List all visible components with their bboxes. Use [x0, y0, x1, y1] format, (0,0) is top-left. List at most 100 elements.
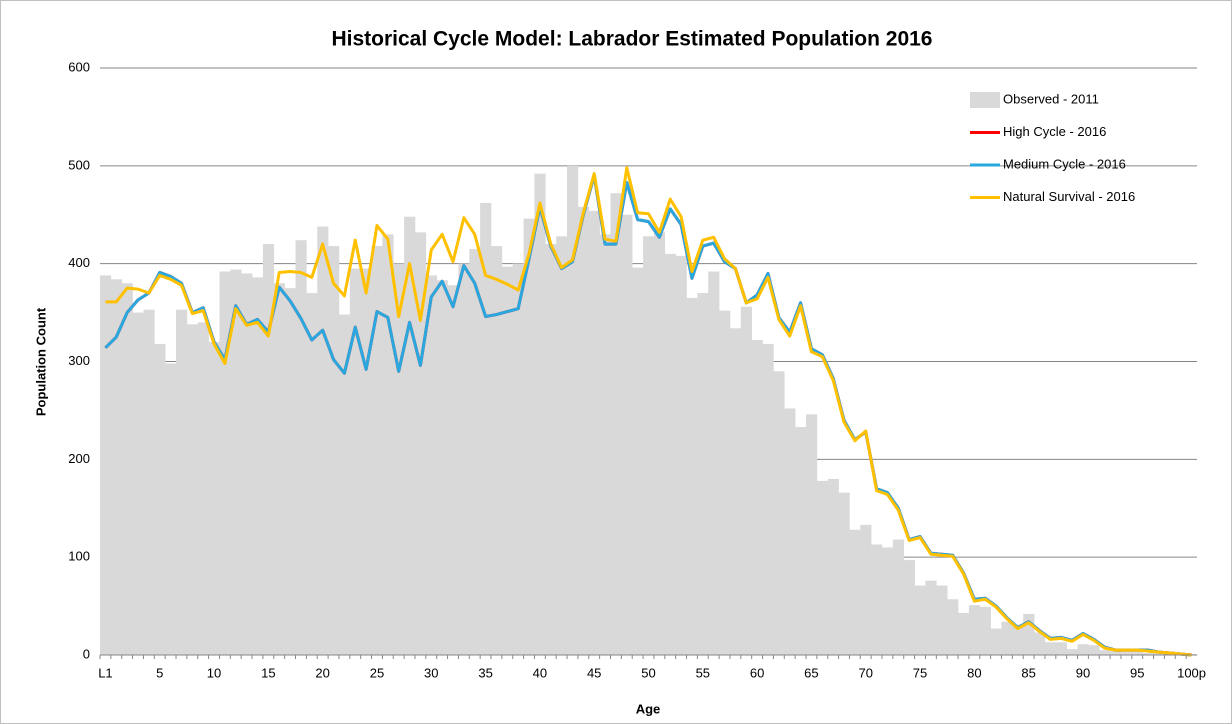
bar	[588, 210, 600, 655]
bar	[414, 232, 427, 656]
bar	[740, 306, 752, 655]
bar	[143, 309, 155, 655]
x-tick-label: 90	[1076, 665, 1090, 680]
x-tick-label: 80	[967, 665, 981, 680]
bar	[469, 248, 481, 655]
bar	[968, 605, 981, 655]
bar	[762, 343, 774, 655]
y-tick-label: 400	[68, 255, 90, 270]
bars	[100, 165, 1198, 656]
x-tick-label: 100p	[1177, 665, 1206, 680]
bar	[328, 246, 340, 655]
chart-title: Historical Cycle Model: Labrador Estimat…	[332, 28, 933, 51]
bar	[632, 267, 644, 655]
bar	[252, 277, 264, 655]
legend-swatch	[970, 92, 1000, 108]
bar	[773, 371, 785, 655]
bar	[958, 612, 970, 655]
x-tick-label: 50	[641, 665, 655, 680]
bar	[1044, 642, 1057, 655]
bar	[100, 275, 112, 655]
bar	[719, 310, 731, 655]
x-tick-label: 35	[478, 665, 492, 680]
x-tick-label: 70	[858, 665, 872, 680]
bar	[860, 524, 872, 655]
bar	[186, 324, 199, 655]
bar	[1034, 632, 1046, 655]
bar	[1131, 652, 1143, 655]
bar	[816, 480, 829, 655]
bar	[556, 236, 568, 656]
bar	[219, 271, 231, 655]
bar	[262, 244, 275, 655]
x-tick-label: 20	[315, 665, 329, 680]
bar	[653, 232, 666, 656]
bar	[273, 283, 285, 655]
x-tick-label: 75	[913, 665, 927, 680]
bar	[643, 236, 655, 656]
x-tick-label: 45	[587, 665, 601, 680]
bar	[382, 234, 394, 656]
bar	[165, 363, 177, 655]
bar	[892, 539, 905, 655]
x-tick-label: 10	[207, 665, 221, 680]
bar	[295, 240, 307, 656]
bar	[914, 585, 926, 655]
bar	[947, 599, 959, 655]
bar	[849, 529, 861, 655]
bar	[838, 492, 850, 655]
legend-label: Natural Survival - 2016	[1003, 189, 1135, 204]
bar	[697, 293, 709, 655]
y-axis-label: Population Count	[33, 307, 48, 416]
x-tick-label: L1	[98, 665, 112, 680]
bar	[1099, 650, 1111, 655]
bar	[1066, 649, 1078, 655]
bar	[903, 560, 915, 655]
bar	[371, 246, 383, 655]
bar	[436, 280, 448, 655]
legend-label: Observed - 2011	[1003, 91, 1099, 106]
bar	[534, 173, 546, 655]
x-tick-label: 95	[1130, 665, 1144, 680]
bar	[360, 268, 372, 655]
x-tick-label: 85	[1021, 665, 1035, 680]
bar	[197, 322, 209, 655]
bar	[306, 293, 318, 655]
bar	[284, 288, 296, 655]
bar	[979, 607, 991, 655]
bar	[1110, 651, 1122, 655]
legend: Observed - 2011 High Cycle - 2016 Medium C…	[970, 91, 1135, 204]
y-tick-label: 300	[68, 353, 90, 368]
bar	[404, 216, 416, 655]
bar	[132, 312, 144, 655]
bar	[154, 343, 166, 655]
bar	[317, 226, 329, 656]
bar	[1055, 642, 1067, 655]
bar	[805, 414, 818, 655]
bar	[577, 206, 590, 655]
bar	[241, 273, 253, 655]
y-tick-label: 500	[68, 157, 90, 172]
lines	[104, 166, 1192, 657]
x-tick-label: 25	[370, 665, 384, 680]
bar	[338, 314, 351, 655]
bar	[827, 478, 839, 655]
y-tick-label: 600	[68, 59, 90, 74]
bar	[349, 268, 361, 655]
bar	[610, 193, 622, 655]
bar	[121, 283, 133, 655]
bar	[675, 255, 687, 655]
bar	[784, 408, 796, 655]
bar	[751, 339, 763, 655]
bar	[990, 628, 1002, 655]
bar	[729, 328, 742, 655]
bar	[1023, 613, 1035, 655]
bar	[686, 297, 698, 655]
bar	[925, 580, 937, 655]
bar	[567, 165, 579, 656]
bar	[1142, 653, 1154, 655]
bar	[621, 214, 633, 655]
legend-label: Medium Cycle - 2016	[1003, 156, 1126, 171]
bar	[230, 269, 242, 655]
